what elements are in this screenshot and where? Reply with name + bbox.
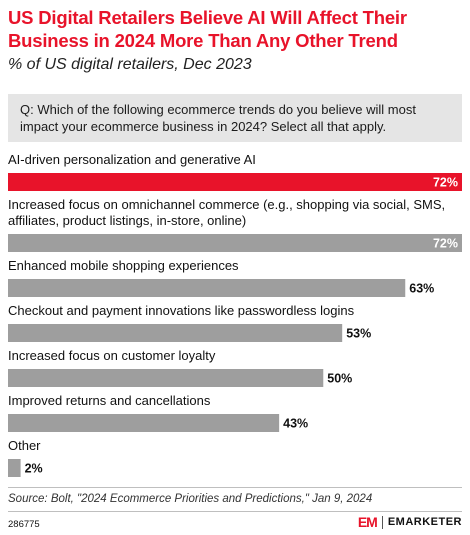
bar-chart: AI-driven personalization and generative… <box>8 152 462 477</box>
value-label: 53% <box>346 327 371 341</box>
category-label: affiliates, product listings, in-store, … <box>8 213 246 228</box>
bar <box>8 369 324 387</box>
value-label: 2% <box>25 462 43 476</box>
chart-title: US Digital Retailers Believe AI Will Aff… <box>8 7 407 51</box>
category-label: Enhanced mobile shopping experiences <box>8 258 239 273</box>
category-label: Increased focus on omnichannel commerce … <box>8 197 445 212</box>
category-label: AI-driven personalization and generative… <box>8 152 256 167</box>
category-label: Improved returns and cancellations <box>8 393 211 408</box>
logo-mark: EM <box>357 514 378 530</box>
value-label: 63% <box>409 282 434 296</box>
survey-question-box: Q: Which of the following ecommerce tren… <box>8 94 462 142</box>
bar <box>8 234 462 252</box>
value-label: 50% <box>327 372 352 386</box>
emarketer-logo: EM EMARKETER <box>358 514 462 530</box>
bar <box>8 173 462 191</box>
footer-divider-bottom <box>8 511 462 512</box>
logo-separator <box>381 515 383 529</box>
logo-text: EMARKETER <box>387 516 462 528</box>
bar <box>8 279 406 297</box>
value-label: 43% <box>283 417 308 431</box>
value-label: 72% <box>433 237 458 251</box>
footer-divider <box>8 487 462 488</box>
bar <box>8 324 343 342</box>
bar <box>8 414 280 432</box>
chart-id: 286775 <box>8 519 40 530</box>
category-label: Increased focus on customer loyalty <box>8 348 216 363</box>
category-label: Other <box>8 438 41 453</box>
value-label: 72% <box>433 176 458 190</box>
source-note: Source: Bolt, "2024 Ecommerce Priorities… <box>8 493 373 505</box>
survey-question: Q: Which of the following ecommerce tren… <box>20 102 416 134</box>
category-label: Checkout and payment innovations like pa… <box>8 303 355 318</box>
bar <box>8 459 21 477</box>
chart-subtitle: % of US digital retailers, Dec 2023 <box>8 56 252 73</box>
